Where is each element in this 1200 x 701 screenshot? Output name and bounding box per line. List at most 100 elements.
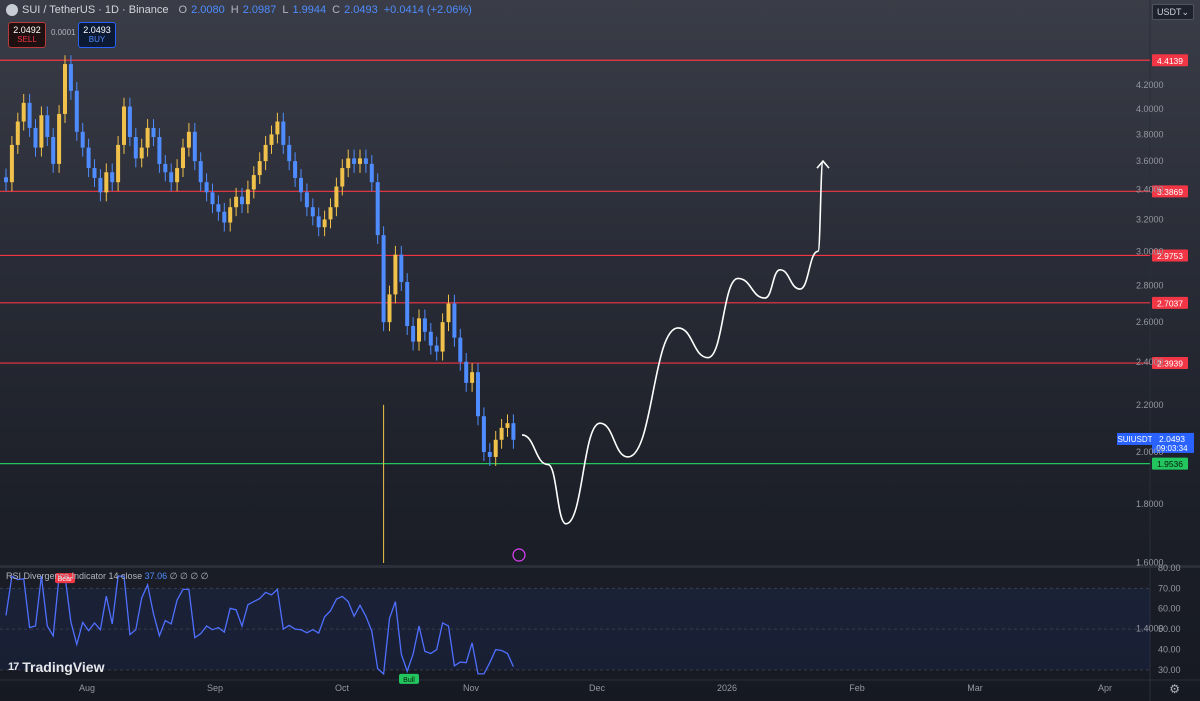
candle[interactable] bbox=[428, 331, 433, 346]
candle[interactable] bbox=[192, 131, 197, 162]
candle[interactable] bbox=[487, 452, 492, 457]
candle[interactable] bbox=[127, 106, 132, 137]
buy-button[interactable]: 2.0493 BUY bbox=[78, 22, 116, 48]
candle[interactable] bbox=[381, 235, 386, 323]
candle[interactable] bbox=[110, 172, 115, 183]
candle[interactable] bbox=[493, 439, 498, 457]
candle[interactable] bbox=[316, 216, 321, 228]
candle[interactable] bbox=[245, 189, 250, 205]
candle[interactable] bbox=[269, 134, 274, 145]
candle[interactable] bbox=[151, 127, 156, 137]
candle[interactable] bbox=[375, 182, 380, 236]
candle[interactable] bbox=[251, 175, 256, 190]
lightning-icon[interactable] bbox=[512, 548, 526, 562]
candle[interactable] bbox=[39, 115, 44, 148]
candle[interactable] bbox=[4, 177, 8, 183]
candle[interactable] bbox=[186, 131, 191, 148]
pane-divider[interactable] bbox=[0, 565, 1200, 568]
candle[interactable] bbox=[57, 113, 62, 164]
candle[interactable] bbox=[346, 158, 351, 169]
candle[interactable] bbox=[310, 207, 315, 217]
candle[interactable] bbox=[198, 161, 203, 183]
candle[interactable] bbox=[499, 427, 504, 440]
candle[interactable] bbox=[452, 303, 457, 338]
candle[interactable] bbox=[139, 147, 144, 159]
candle[interactable] bbox=[27, 102, 32, 128]
candle[interactable] bbox=[116, 144, 121, 183]
candle[interactable] bbox=[322, 219, 327, 228]
candle[interactable] bbox=[440, 322, 445, 352]
candle[interactable] bbox=[163, 163, 168, 173]
candle[interactable] bbox=[476, 372, 480, 417]
candle[interactable] bbox=[51, 136, 56, 164]
candle[interactable] bbox=[287, 144, 292, 162]
candle[interactable] bbox=[122, 106, 126, 145]
candle[interactable] bbox=[86, 147, 91, 169]
candle[interactable] bbox=[210, 192, 215, 205]
candle[interactable] bbox=[505, 423, 510, 428]
candle[interactable] bbox=[446, 303, 451, 323]
candle[interactable] bbox=[411, 325, 416, 342]
candle[interactable] bbox=[216, 204, 221, 212]
candle[interactable] bbox=[175, 168, 180, 183]
candle[interactable] bbox=[80, 131, 85, 148]
candle[interactable] bbox=[240, 196, 244, 205]
candle[interactable] bbox=[369, 163, 374, 183]
candle[interactable] bbox=[352, 158, 357, 164]
candle[interactable] bbox=[334, 186, 339, 208]
candle[interactable] bbox=[145, 127, 150, 148]
candle[interactable] bbox=[21, 102, 26, 122]
candle[interactable] bbox=[275, 121, 280, 135]
tradingview-logo[interactable]: 17 TradingView bbox=[8, 659, 104, 675]
candle[interactable] bbox=[257, 161, 262, 176]
candle[interactable] bbox=[304, 192, 309, 208]
candle[interactable] bbox=[74, 90, 79, 132]
candle[interactable] bbox=[481, 416, 486, 452]
candle[interactable] bbox=[511, 423, 516, 440]
candle[interactable] bbox=[405, 281, 410, 326]
candle[interactable] bbox=[169, 172, 174, 183]
candle[interactable] bbox=[358, 158, 362, 164]
candle[interactable] bbox=[422, 318, 427, 332]
candle[interactable] bbox=[45, 115, 50, 137]
gear-icon[interactable]: ⚙ bbox=[1169, 682, 1180, 696]
candle[interactable] bbox=[299, 177, 303, 193]
candle[interactable] bbox=[222, 211, 227, 223]
candle[interactable] bbox=[157, 136, 162, 164]
candle[interactable] bbox=[263, 144, 268, 162]
candle[interactable] bbox=[63, 64, 67, 114]
candle[interactable] bbox=[281, 121, 286, 145]
candle[interactable] bbox=[133, 136, 138, 159]
sell-button[interactable]: 2.0492 SELL bbox=[8, 22, 46, 48]
symbol-title[interactable]: SUI / TetherUS · 1D · Binance bbox=[22, 4, 169, 16]
candle[interactable] bbox=[458, 337, 463, 362]
candle[interactable] bbox=[92, 168, 97, 178]
candle[interactable] bbox=[234, 196, 239, 208]
rsi-legend[interactable]: RSI Divergence Indicator 14 close 37.06 … bbox=[6, 571, 209, 582]
candle[interactable] bbox=[399, 254, 404, 282]
candle[interactable] bbox=[293, 161, 298, 178]
candle[interactable] bbox=[340, 168, 345, 187]
candle[interactable] bbox=[9, 144, 14, 183]
candle[interactable] bbox=[98, 177, 103, 193]
candle[interactable] bbox=[204, 182, 209, 193]
candle[interactable] bbox=[417, 318, 421, 342]
candle[interactable] bbox=[387, 294, 392, 323]
projection-path[interactable] bbox=[521, 160, 824, 525]
candle[interactable] bbox=[328, 207, 333, 220]
candle[interactable] bbox=[104, 172, 109, 193]
currency-selector[interactable]: USDT ⌄ bbox=[1152, 4, 1194, 20]
candle[interactable] bbox=[464, 361, 469, 383]
candle[interactable] bbox=[15, 121, 20, 145]
candle[interactable] bbox=[68, 64, 73, 91]
candle[interactable] bbox=[393, 254, 398, 295]
candle[interactable] bbox=[181, 147, 185, 169]
candle[interactable] bbox=[434, 345, 439, 352]
candle[interactable] bbox=[470, 372, 475, 383]
candle[interactable] bbox=[33, 127, 38, 148]
candle[interactable] bbox=[363, 158, 368, 164]
candle[interactable] bbox=[228, 207, 233, 223]
